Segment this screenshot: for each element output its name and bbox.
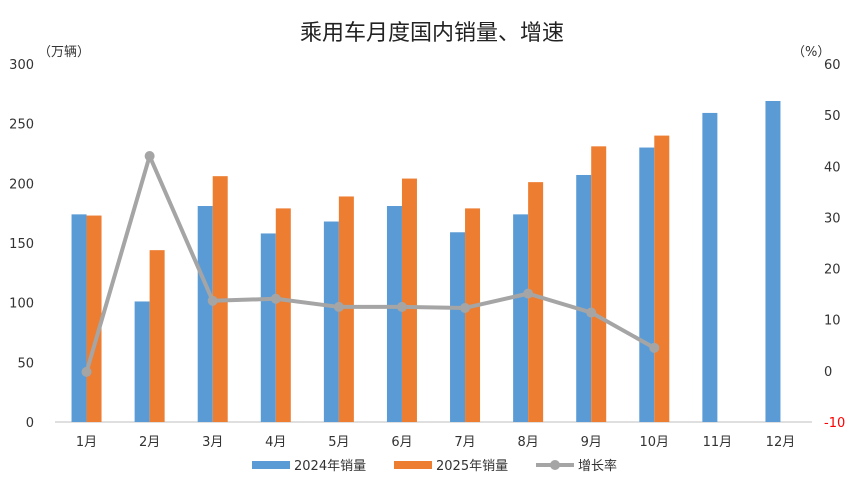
x-tick-label: 6月	[391, 435, 412, 450]
x-tick-label: 11月	[703, 435, 733, 450]
x-tick-label: 3月	[202, 435, 223, 450]
x-tick-label: 2月	[139, 435, 160, 450]
bar-2024年销量	[765, 100, 781, 422]
growth-point	[523, 288, 534, 299]
x-tick-label: 7月	[454, 435, 475, 450]
growth-point	[396, 301, 407, 312]
x-tick-label: 12月	[766, 435, 796, 450]
x-tick-label: 9月	[581, 435, 602, 450]
growth-point	[81, 366, 92, 377]
right-tick-label: 20	[824, 263, 841, 278]
bar-2025年销量	[528, 182, 544, 422]
legend-marker	[550, 460, 560, 470]
chart-title: 乘用车月度国内销量、增速	[300, 21, 564, 46]
left-tick-label: 300	[9, 58, 34, 73]
bar-2024年销量	[71, 214, 87, 422]
left-tick-label: 50	[17, 356, 34, 371]
growth-point	[270, 293, 281, 304]
bar-2025年销量	[149, 250, 165, 422]
right-tick-label: -10	[824, 416, 845, 431]
right-tick-label: 0	[824, 365, 832, 380]
bar-2025年销量	[654, 135, 670, 422]
x-tick-label: 5月	[328, 435, 349, 450]
x-tick-label: 1月	[76, 435, 97, 450]
legend-swatch	[394, 461, 432, 469]
bar-2024年销量	[197, 206, 213, 422]
legend-swatch	[252, 461, 290, 469]
right-axis-unit: （%）	[792, 45, 830, 60]
left-tick-label: 250	[9, 118, 34, 133]
x-tick-label: 10月	[640, 435, 670, 450]
growth-line	[84, 154, 656, 373]
bar-2025年销量	[465, 208, 481, 422]
bar-2025年销量	[338, 196, 354, 422]
bar-2024年销量	[513, 214, 529, 422]
bar-2025年销量	[591, 146, 607, 422]
legend-label: 2024年销量	[294, 459, 366, 474]
growth-point	[333, 301, 344, 312]
x-tick-label: 8月	[517, 435, 538, 450]
left-axis-unit: （万辆）	[38, 45, 90, 60]
right-tick-label: 40	[824, 160, 841, 175]
right-tick-label: 30	[824, 211, 841, 226]
bar-2024年销量	[134, 301, 150, 422]
legend-label: 增长率	[578, 458, 617, 474]
right-tick-label: 10	[824, 314, 841, 329]
bar-2025年销量	[275, 208, 291, 422]
bar-2024年销量	[386, 206, 402, 422]
left-tick-label: 0	[26, 416, 34, 431]
bar-2025年销量	[401, 178, 417, 422]
growth-point	[144, 151, 155, 162]
growth-point	[460, 302, 471, 313]
legend-label: 2025年销量	[436, 459, 508, 474]
bar-2024年销量	[639, 147, 655, 423]
bar-2024年销量	[323, 221, 339, 422]
growth-point	[586, 307, 597, 318]
growth-point	[207, 295, 218, 306]
bar-2024年销量	[450, 232, 466, 422]
right-tick-label: 50	[824, 109, 841, 124]
left-tick-label: 200	[9, 177, 34, 192]
right-tick-label: 60	[824, 58, 841, 73]
left-tick-label: 150	[9, 237, 34, 252]
bar-2024年销量	[576, 174, 592, 422]
growth-point	[649, 342, 660, 353]
bar-2025年销量	[86, 215, 102, 422]
bar-2024年销量	[702, 112, 718, 422]
x-tick-label: 4月	[265, 435, 286, 450]
bar-2024年销量	[260, 233, 276, 422]
left-tick-label: 100	[9, 297, 34, 312]
